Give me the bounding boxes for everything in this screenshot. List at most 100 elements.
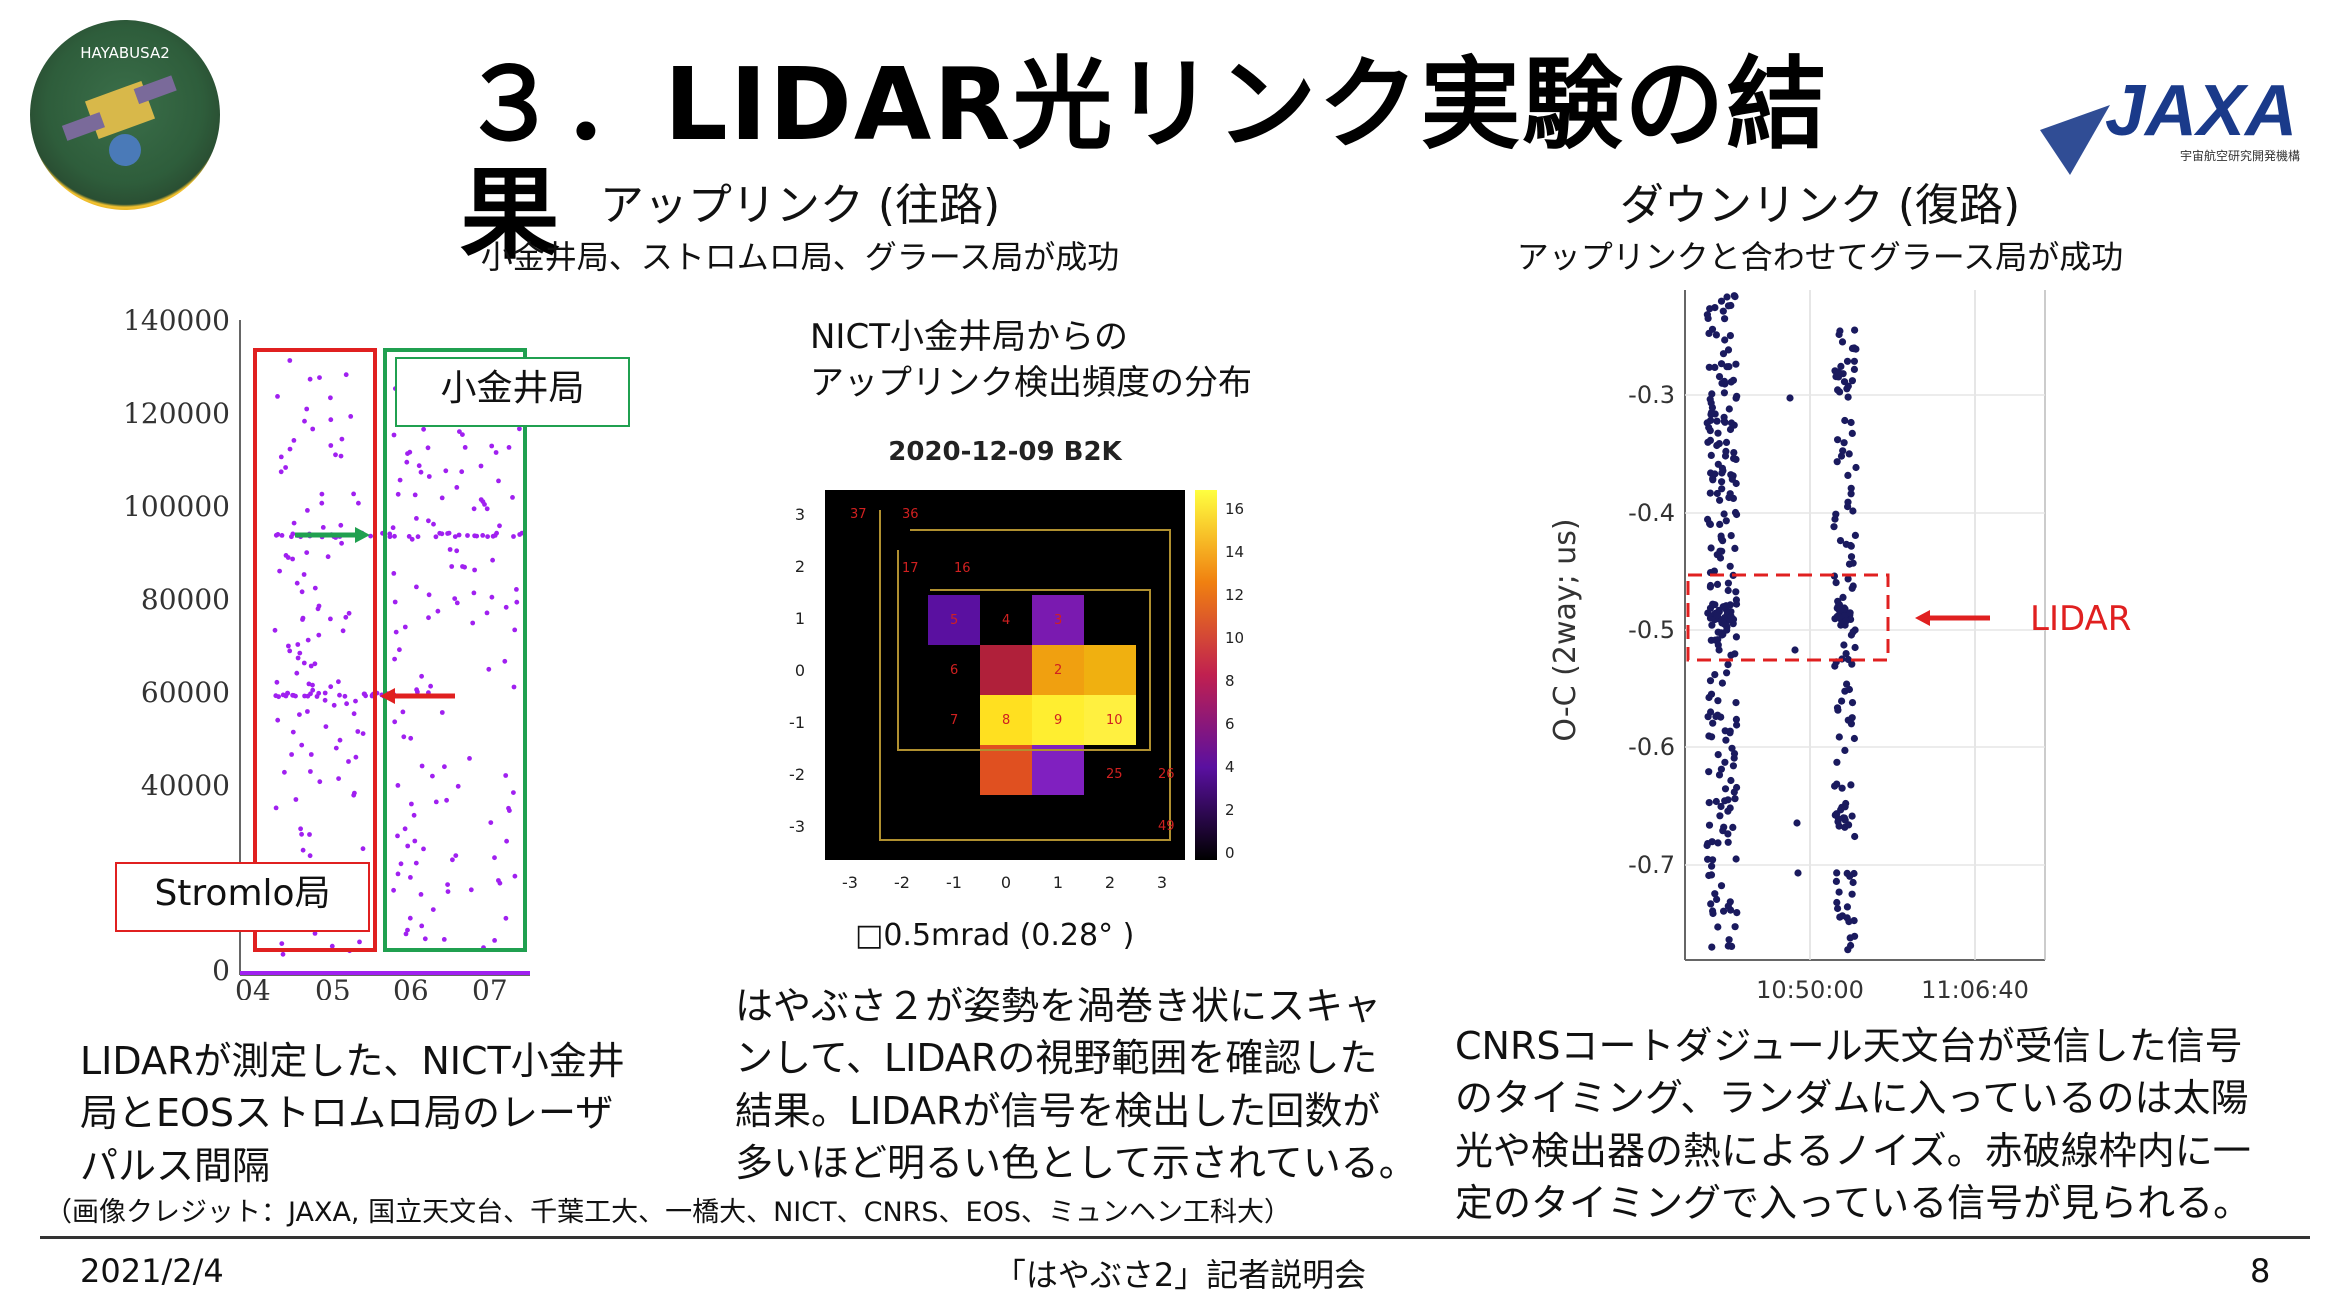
scan-path xyxy=(879,510,1171,841)
residual-point xyxy=(1707,399,1715,407)
pulse-point xyxy=(470,620,476,626)
pulse-point xyxy=(457,429,462,434)
heatmap-cell-label: 17 xyxy=(902,561,919,576)
pulse-point xyxy=(291,520,297,526)
residual-point xyxy=(1733,909,1741,917)
red-arrow xyxy=(380,688,455,704)
pulse-point xyxy=(299,831,304,837)
residual-point xyxy=(1727,419,1736,427)
pulse-point xyxy=(273,693,279,699)
residual-point xyxy=(1844,503,1852,511)
residual-point xyxy=(1835,733,1843,741)
residual-point xyxy=(1703,841,1711,850)
pulse-point xyxy=(285,555,291,560)
pulse-point xyxy=(348,414,354,419)
residual-point xyxy=(1842,617,1850,625)
residual-point xyxy=(1844,471,1852,479)
colorbar xyxy=(1195,490,1217,860)
pulse-point xyxy=(339,540,344,546)
pulse-point xyxy=(275,532,281,537)
residual-point xyxy=(1836,913,1844,921)
residual-point xyxy=(1724,807,1732,815)
residual-point xyxy=(1725,405,1733,413)
pulse-point xyxy=(452,534,458,539)
residual-point xyxy=(1721,785,1730,793)
jaxa-logo-subtext: 宇宙航空研究開発機構 xyxy=(2180,148,2300,163)
residual-point xyxy=(1707,708,1715,716)
heatmap-cell-label: 2 xyxy=(1054,663,1062,678)
pulse-point xyxy=(298,826,303,832)
y-tick-label: -0.7 xyxy=(1628,851,1675,879)
footer-event: 「はやぶさ2」記者説明会 xyxy=(993,1256,1367,1294)
pulse-point xyxy=(455,783,461,789)
pulse-point xyxy=(443,468,449,474)
pulse-point xyxy=(353,754,359,760)
residual-point xyxy=(1721,315,1729,323)
x-tick-label: 0 xyxy=(1001,873,1011,892)
pulse-interval-chart: 140000 120000 100000 80000 60000 40000 0… xyxy=(110,300,610,1007)
residual-point xyxy=(1834,436,1842,444)
caption-line: 局とEOSストロムロ局のレーザ xyxy=(80,1091,614,1136)
pulse-point xyxy=(449,564,455,569)
pulse-point xyxy=(503,604,509,610)
pulse-point xyxy=(368,533,373,539)
residual-point xyxy=(1836,537,1845,545)
pulse-point xyxy=(471,506,477,512)
pulse-point xyxy=(413,860,419,866)
pulse-point xyxy=(305,693,311,699)
pulse-point xyxy=(435,608,441,614)
residual-point xyxy=(1705,768,1713,776)
residual-point xyxy=(1713,551,1721,559)
residual-point xyxy=(1843,680,1851,688)
heatmap-caption: NICT小金井局からの アップリンク検出頻度の分布 xyxy=(810,315,1252,407)
residual-point xyxy=(1714,628,1722,636)
pulse-point xyxy=(406,534,412,539)
y-tick-label: -0.5 xyxy=(1628,616,1675,644)
x-tick-label: -3 xyxy=(842,873,858,892)
residual-point xyxy=(1724,661,1732,669)
pulse-point xyxy=(323,724,329,729)
pulse-point xyxy=(308,663,314,669)
residual-point xyxy=(1833,704,1842,712)
pulse-point xyxy=(390,525,396,531)
residual-point xyxy=(1717,360,1726,368)
residual-point xyxy=(1730,449,1738,457)
heatmap-cell-label: 8 xyxy=(1002,713,1010,728)
residual-point xyxy=(1721,758,1729,766)
pulse-point xyxy=(304,406,310,412)
residual-point xyxy=(1845,685,1853,694)
residual-point xyxy=(1850,734,1858,743)
residual-point xyxy=(1833,780,1841,788)
residual-point xyxy=(1721,727,1729,735)
residual-point xyxy=(1838,338,1847,346)
pulse-point xyxy=(294,580,300,586)
koganei-box xyxy=(383,348,527,952)
residual-point xyxy=(1715,373,1724,381)
pulse-point xyxy=(291,438,297,443)
colorbar-tick: 6 xyxy=(1225,715,1235,733)
residual-point xyxy=(1838,697,1846,705)
residual-point xyxy=(1707,544,1715,552)
residual-point xyxy=(1721,418,1729,426)
pulse-point xyxy=(299,742,305,748)
heatmap-cell xyxy=(1084,695,1136,745)
y-tick-label: 40000 xyxy=(141,769,230,802)
caption-line: 光や検出器の熱によるノイズ。赤破線枠内に一 xyxy=(1455,1128,2251,1173)
residual-point xyxy=(1726,562,1734,570)
pulse-point xyxy=(340,628,346,634)
residual-point xyxy=(1717,882,1726,890)
residual-point xyxy=(1843,357,1852,365)
heatmap-cell xyxy=(980,645,1032,695)
residual-point xyxy=(1848,890,1856,898)
residual-point xyxy=(1835,368,1843,376)
pulse-point xyxy=(426,615,431,621)
residual-point xyxy=(1722,602,1730,610)
pulse-point xyxy=(343,614,349,620)
pulse-point xyxy=(456,532,462,538)
heatmap-chart: 2020-12-09 B2K 37 36 17 16 5 4 3 6 2 7 8 xyxy=(780,430,1280,910)
pulse-point xyxy=(338,453,344,459)
pulse-point xyxy=(308,752,314,757)
residual-point xyxy=(1850,357,1858,365)
caption-line: LIDARが測定した、NICT小金井 xyxy=(80,1039,625,1083)
pulse-point xyxy=(471,590,477,596)
